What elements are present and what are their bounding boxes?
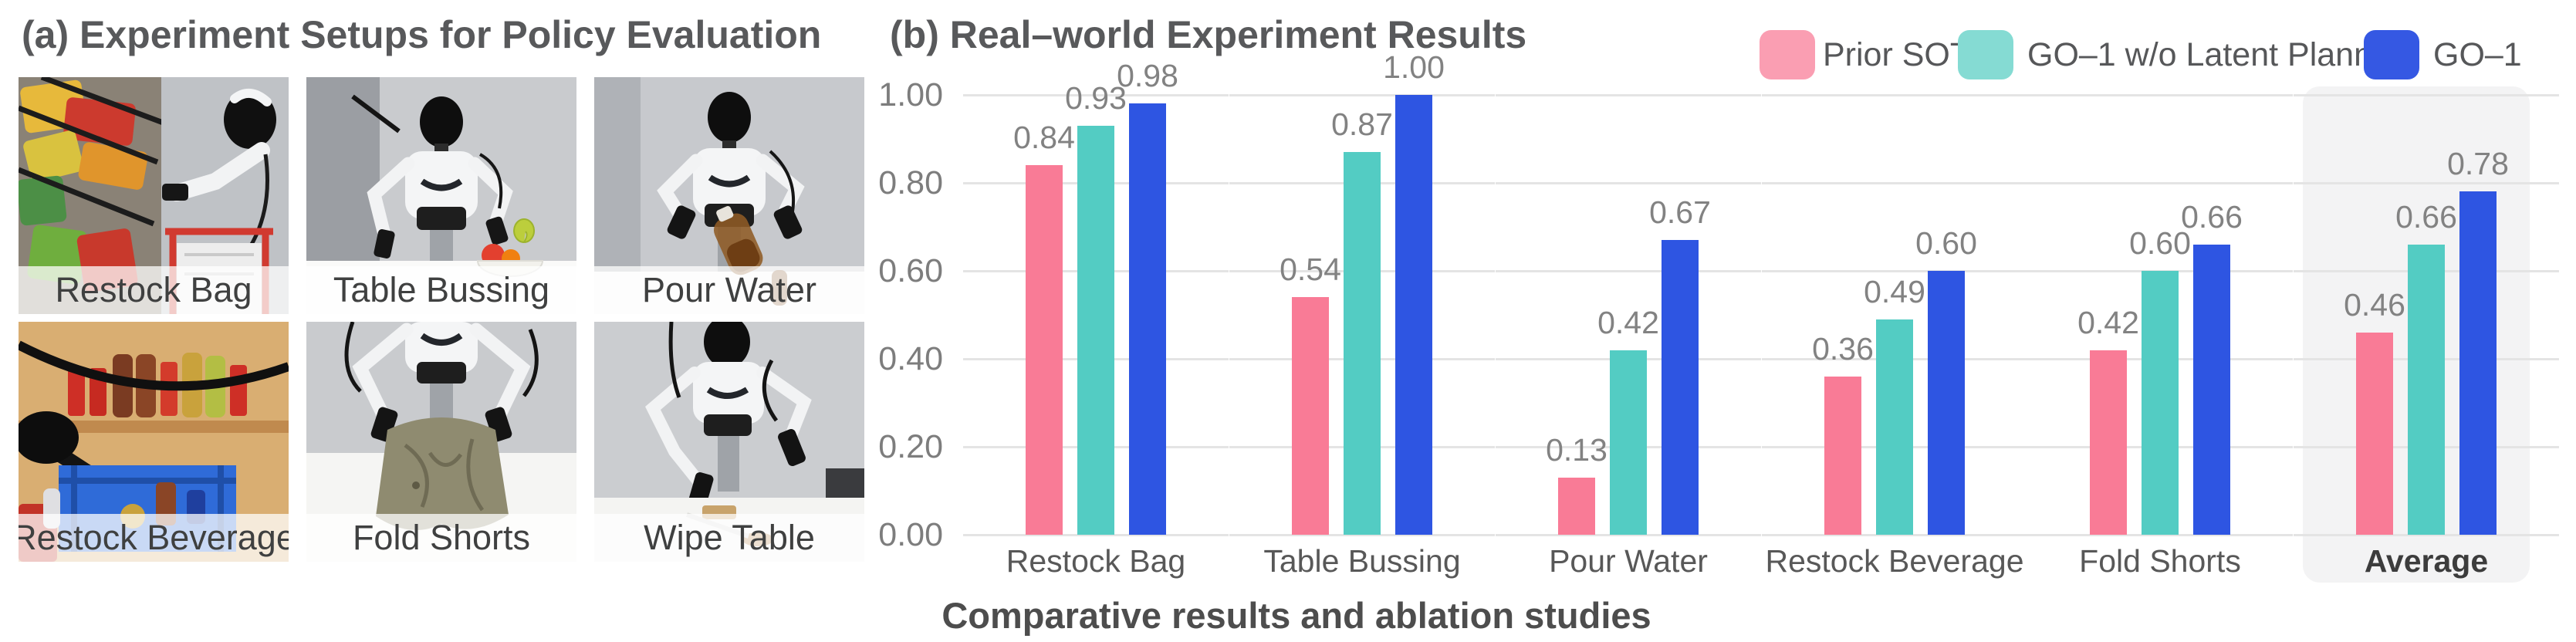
bar-go-1-w-o-latent-planner-3 <box>1876 319 1913 535</box>
gridline-0.00 <box>2294 534 2559 536</box>
photo-pour-water: Pour Water <box>594 77 864 314</box>
photo-label-pour-water: Pour Water <box>594 266 864 314</box>
gridline-0.00 <box>1229 534 1495 536</box>
gridline-1.00 <box>1762 94 2027 96</box>
gridline-0.60 <box>1762 270 2027 272</box>
bar-go-1-3 <box>1928 271 1965 535</box>
gridline-0.80 <box>1762 182 2027 184</box>
category-label-restock-bag: Restock Bag <box>1006 543 1186 579</box>
category-label-table-bussing: Table Bussing <box>1263 543 1461 579</box>
panel-a-title: (a) Experiment Setups for Policy Evaluat… <box>22 13 822 56</box>
photo-wipe-table: Wipe Table <box>594 322 864 562</box>
bar-value-label: 0.60 <box>1915 225 1977 261</box>
bar-go-1-w-o-latent-planner-0 <box>1077 126 1114 535</box>
bar-value-label: 0.66 <box>2181 199 2243 235</box>
bar-go-1-1 <box>1395 95 1432 535</box>
bar-value-label: 0.98 <box>1117 58 1178 93</box>
bar-go-1-5 <box>2459 191 2497 535</box>
y-axis-tick-label: 0.80 <box>878 164 943 201</box>
category-label-fold-shorts: Fold Shorts <box>2079 543 2241 579</box>
gridline-1.00 <box>1229 94 1495 96</box>
photo-restock-bag: Restock Bag <box>19 77 289 314</box>
bar-value-label: 0.93 <box>1065 80 1127 116</box>
gridline-0.00 <box>963 534 1229 536</box>
legend-label-go-1: GO–1 <box>2433 36 2522 73</box>
y-axis-tick-label: 0.20 <box>878 428 943 465</box>
photo-label-wipe-table: Wipe Table <box>594 514 864 562</box>
bar-value-label: 1.00 <box>1383 49 1445 85</box>
bar-value-label: 0.67 <box>1649 194 1711 230</box>
gridline-1.00 <box>2027 94 2293 96</box>
gridline-1.00 <box>963 94 1229 96</box>
bar-value-label: 0.36 <box>1812 331 1874 367</box>
bar-value-label: 0.60 <box>2129 225 2191 261</box>
gridline-1.00 <box>2294 94 2559 96</box>
bar-prior-sota-4 <box>2090 350 2127 535</box>
photo-label-table-bussing: Table Bussing <box>306 266 576 314</box>
legend-swatch-go-1-w-o-latent-planner <box>1958 30 2013 79</box>
y-axis-tick-label: 0.40 <box>878 340 943 377</box>
bar-value-label: 0.42 <box>2077 305 2139 340</box>
photo-label-restock-bag: Restock Bag <box>19 266 289 314</box>
y-axis-tick-label: 0.60 <box>878 252 943 289</box>
bar-value-label: 0.49 <box>1864 274 1925 309</box>
legend-swatch-prior-sota <box>1760 30 1815 79</box>
bar-go-1-w-o-latent-planner-5 <box>2408 245 2445 535</box>
gridline-0.00 <box>1762 534 2027 536</box>
category-label-pour-water: Pour Water <box>1549 543 1708 579</box>
bar-value-label: 0.46 <box>2344 287 2405 323</box>
y-axis-tick-label: 0.00 <box>878 516 943 553</box>
bar-value-label: 0.66 <box>2395 199 2457 235</box>
bar-go-1-0 <box>1129 103 1166 535</box>
gridline-0.00 <box>1496 534 1761 536</box>
gridline-0.00 <box>2027 534 2293 536</box>
photo-label-restock-beverage: Restock Beverage <box>19 514 289 562</box>
category-label-average: Average <box>2364 543 2489 579</box>
y-axis-tick-label: 1.00 <box>878 76 943 113</box>
bar-go-1-2 <box>1662 240 1699 535</box>
bar-go-1-w-o-latent-planner-2 <box>1610 350 1647 535</box>
photo-restock-beverage: Restock Beverage <box>19 322 289 562</box>
bar-value-label: 0.54 <box>1280 252 1341 287</box>
legend-swatch-go-1 <box>2364 30 2419 79</box>
photo-table-bussing: Table Bussing <box>306 77 576 314</box>
gridline-1.00 <box>1496 94 1761 96</box>
figure-caption: Comparative results and ablation studies <box>941 595 1651 636</box>
photo-fold-shorts: Fold Shorts <box>306 322 576 562</box>
bar-value-label: 0.78 <box>2447 146 2509 181</box>
gridline-0.60 <box>1496 270 1761 272</box>
bar-value-label: 0.13 <box>1546 432 1607 468</box>
category-label-restock-beverage: Restock Beverage <box>1765 543 2024 579</box>
panel-b-title: (b) Real–world Experiment Results <box>890 13 1527 56</box>
bar-prior-sota-5 <box>2356 333 2393 535</box>
bar-prior-sota-0 <box>1026 165 1063 535</box>
gridline-0.80 <box>2027 182 2293 184</box>
bar-prior-sota-1 <box>1292 297 1329 535</box>
bar-go-1-4 <box>2193 245 2230 535</box>
bar-go-1-w-o-latent-planner-1 <box>1344 152 1381 535</box>
gridline-0.80 <box>1496 182 1761 184</box>
photo-label-fold-shorts: Fold Shorts <box>306 514 576 562</box>
bar-go-1-w-o-latent-planner-4 <box>2142 271 2179 535</box>
legend-label-go-1-w-o-latent-planner: GO–1 w/o Latent Planner <box>2027 36 2402 73</box>
bar-prior-sota-3 <box>1824 377 1861 535</box>
bar-prior-sota-2 <box>1558 478 1595 535</box>
bar-value-label: 0.87 <box>1331 106 1393 142</box>
gridline-0.80 <box>2294 182 2559 184</box>
bar-value-label: 0.42 <box>1597 305 1659 340</box>
bar-value-label: 0.84 <box>1013 120 1075 155</box>
